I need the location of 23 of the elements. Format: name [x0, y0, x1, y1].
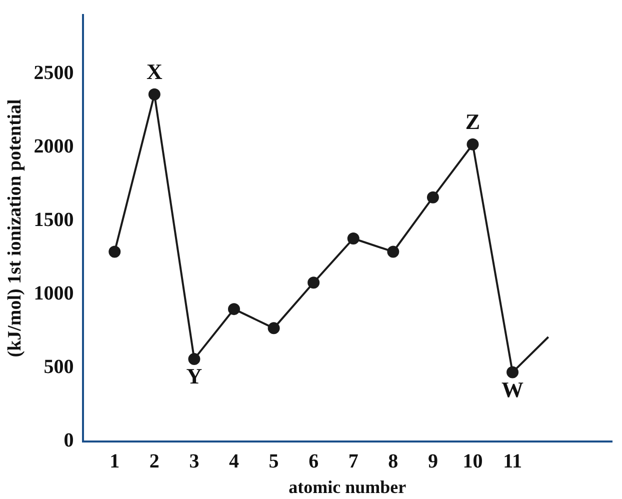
x-tick-label: 11	[503, 450, 522, 473]
x-tick-label: 7	[348, 450, 358, 473]
x-tick-label: 1	[110, 450, 120, 473]
y-tick-label: 500	[44, 356, 74, 378]
x-tick-label: 4	[229, 450, 239, 473]
annotation: Y	[186, 364, 202, 389]
y-tick-label: 1000	[34, 282, 74, 305]
x-tick-label: 3	[189, 450, 200, 473]
y-tick-label: 2500	[34, 62, 74, 84]
x-tick-label: 9	[428, 450, 438, 473]
x-tick-label: 2	[149, 450, 160, 473]
y-axis-title: (kJ/mol) 1st ionization potential	[4, 99, 26, 358]
x-tick-label: 6	[308, 450, 319, 473]
x-tick-label: 8	[388, 450, 398, 473]
y-tick-label: 1500	[34, 209, 74, 232]
x-tick-label: 10	[462, 450, 483, 473]
x-axis-title: atomic number	[288, 476, 406, 497]
y-tick-label: 0	[64, 430, 74, 452]
annotation: Z	[465, 109, 480, 134]
annotation: X	[146, 59, 162, 84]
annotation: W	[502, 376, 524, 402]
x-tick-label: 5	[268, 450, 279, 473]
y-tick-label: 2000	[34, 136, 74, 158]
